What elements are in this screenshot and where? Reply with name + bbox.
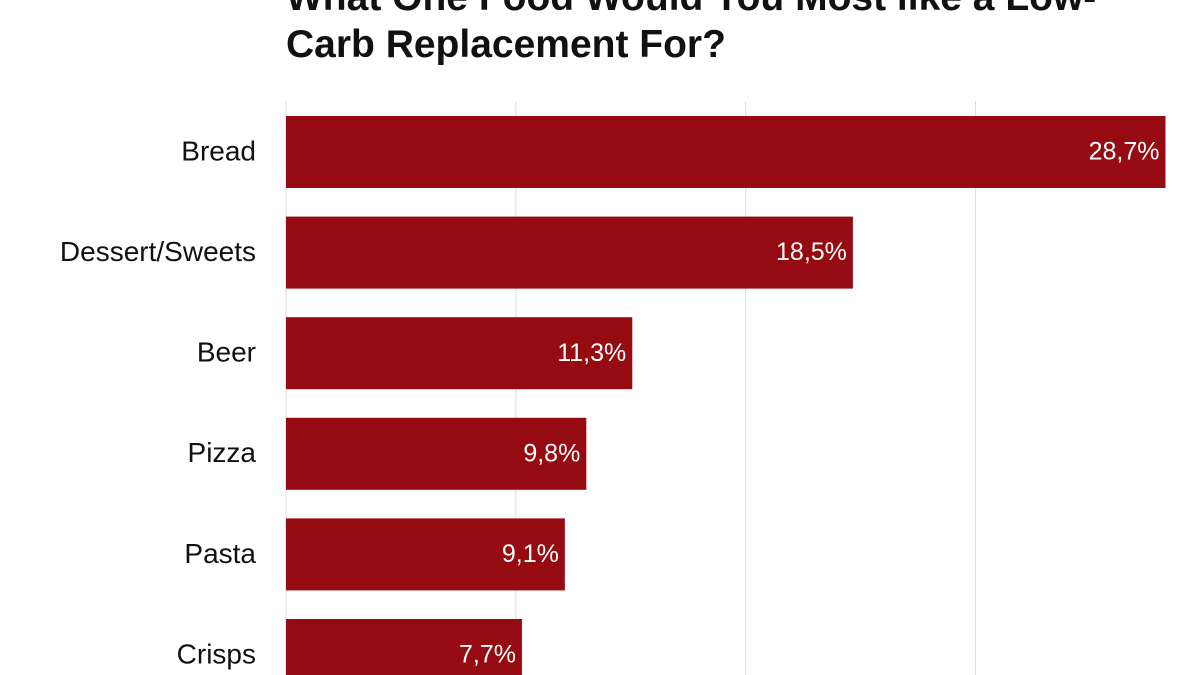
value-label: 18,5% [776,238,847,266]
value-label: 9,8% [523,439,580,467]
bar [286,216,853,289]
value-label: 11,3% [557,339,626,367]
value-label: 9,1% [502,540,559,568]
chart-title: What One Food Would You Most like a Low-… [286,0,1096,66]
category-label: Pizza [188,437,257,468]
bar [286,619,522,675]
bar [286,518,565,591]
bar [286,317,633,390]
bar [286,116,1166,188]
category-label: Beer [197,337,256,368]
bar [286,417,587,490]
category-label: Pasta [184,538,256,569]
value-label: 7,7% [459,641,516,669]
category-label: Crisps [177,638,256,669]
value-label: 28,7% [1089,138,1160,166]
category-label: Dessert/Sweets [60,236,256,267]
category-label: Bread [181,135,256,166]
